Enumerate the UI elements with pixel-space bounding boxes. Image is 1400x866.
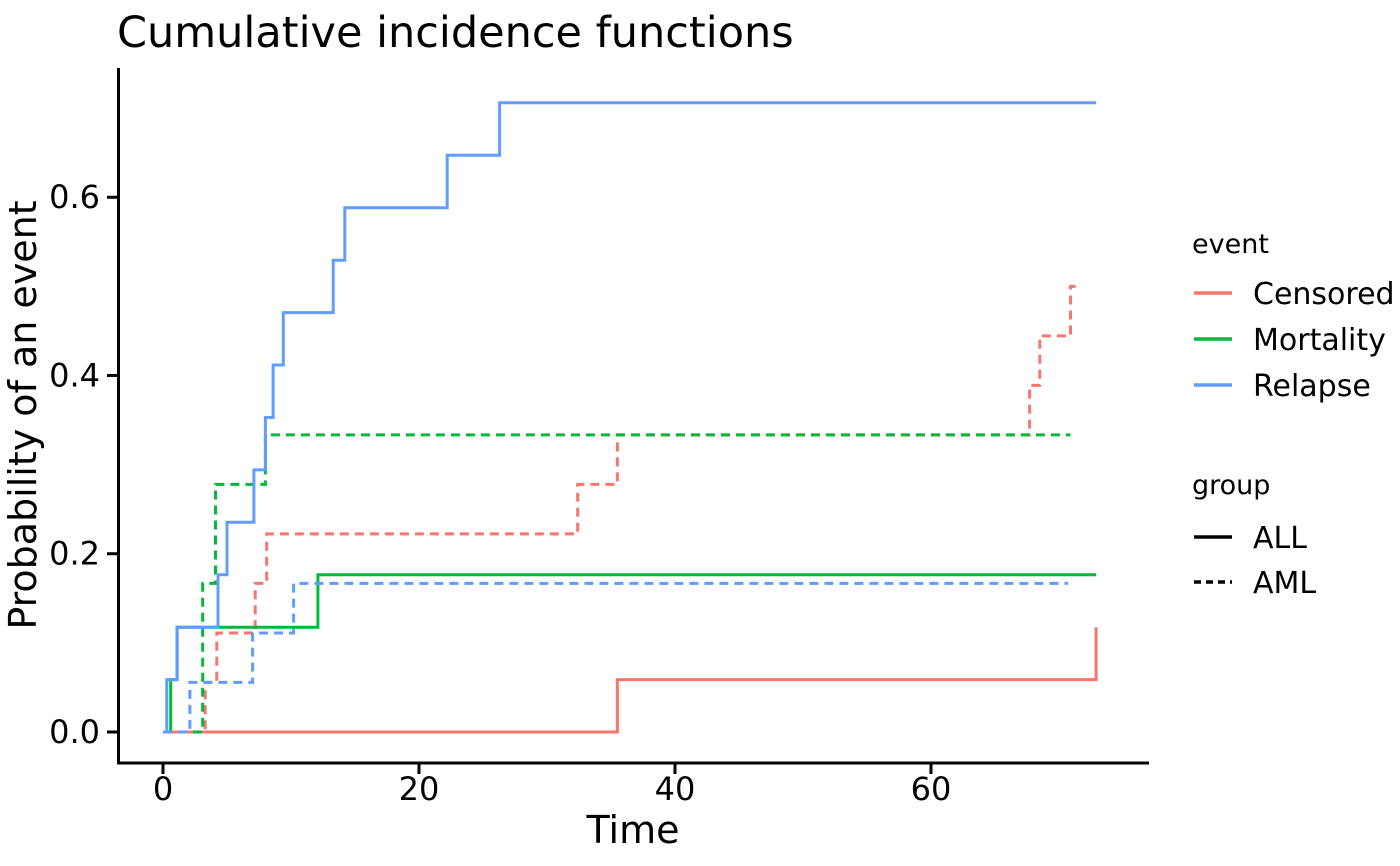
x-tick-label: 0 bbox=[153, 770, 173, 808]
legend-item-relapse: Relapse bbox=[1194, 369, 1371, 404]
y-tick-label: 0.6 bbox=[49, 178, 100, 216]
series-relapse-all bbox=[163, 101, 1097, 734]
series-censored-all bbox=[163, 627, 1098, 734]
series-censored-aml bbox=[163, 284, 1076, 734]
legend-item-censored: Censored bbox=[1194, 277, 1395, 312]
x-axis-title: Time bbox=[586, 808, 680, 852]
legend-event-title: event bbox=[1192, 229, 1269, 260]
legend-item-mortality: Mortality bbox=[1194, 323, 1386, 358]
legend-label-relapse: Relapse bbox=[1253, 369, 1371, 404]
series-relapse-aml bbox=[163, 581, 1068, 734]
legend-item-aml: AML bbox=[1194, 566, 1316, 601]
chart-title: Cumulative incidence functions bbox=[117, 8, 794, 58]
legend-item-all: ALL bbox=[1194, 521, 1307, 556]
x-tick-label: 60 bbox=[911, 770, 952, 808]
y-tick-label: 0.4 bbox=[49, 356, 100, 394]
y-tick-label: 0.2 bbox=[49, 535, 100, 573]
series-layer bbox=[163, 101, 1098, 734]
legend-event: event Censored Mortality Relapse bbox=[1192, 229, 1395, 404]
legend-label-mortality: Mortality bbox=[1253, 323, 1386, 358]
x-tick-label: 40 bbox=[655, 770, 696, 808]
y-axis-title: Probability of an event bbox=[1, 200, 45, 629]
x-tick-label: 20 bbox=[399, 770, 440, 808]
ticks-layer: 0 20 40 60 0.0 0.2 0.4 0.6 bbox=[49, 178, 951, 808]
legend-group-title: group bbox=[1192, 470, 1270, 501]
legend-label-aml: AML bbox=[1253, 566, 1316, 601]
series-mortality-all bbox=[163, 573, 1097, 734]
y-tick-label: 0.0 bbox=[49, 713, 100, 751]
legend-label-all: ALL bbox=[1253, 521, 1307, 556]
legend-label-censored: Censored bbox=[1253, 277, 1395, 312]
legend-group: group ALL AML bbox=[1192, 470, 1316, 601]
